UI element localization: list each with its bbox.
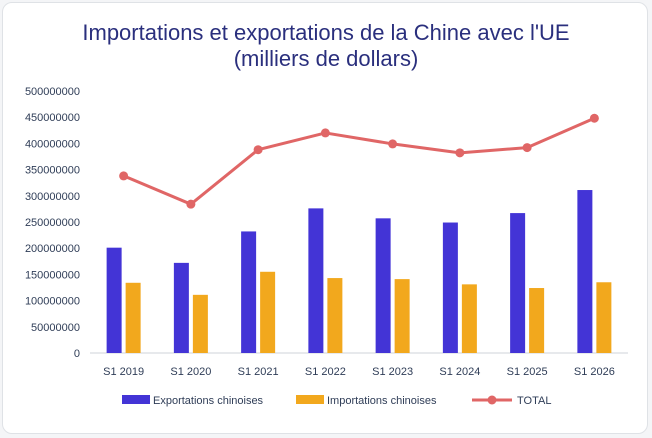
chart-title-line-2: (milliers de dollars) [233,46,419,71]
total-point-8 [589,113,599,123]
bar-exportations-3 [241,231,257,353]
bar-exportations-8 [577,190,593,353]
bar-importations-3 [260,271,276,353]
y-tick-label: 50000000 [31,322,80,334]
bar-exportations-1 [106,247,122,353]
x-tick-label: S1 2020 [170,366,211,378]
y-tick-label: 300000000 [25,191,80,203]
chart-title: Importations et exportations de la Chine… [0,20,652,72]
y-tick-label: 0 [74,348,80,360]
x-tick-label: S1 2019 [103,366,144,378]
total-point-7 [522,143,532,153]
y-tick-label: 100000000 [25,296,80,308]
total-point-3 [253,145,263,155]
bar-importations-1 [125,282,141,353]
chart-title-line-1: Importations et exportations de la Chine… [82,20,570,45]
bar-importations-4 [327,278,343,353]
bar-exportations-4 [308,208,324,353]
chart-card [2,2,648,434]
total-point-1 [119,171,129,181]
total-point-2 [186,199,196,209]
y-tick-label: 500000000 [25,86,80,98]
total-line [123,116,595,206]
x-tick-label: S1 2023 [372,366,413,378]
bar-importations-2 [192,294,208,353]
legend-label: Exportations chinoises [153,395,264,407]
bar-importations-7 [529,288,545,353]
bar-exportations-5 [375,218,391,353]
x-tick-label: S1 2022 [305,366,346,378]
x-tick-label: S1 2026 [574,366,615,378]
legend-marker [487,395,497,405]
x-tick-label: S1 2024 [439,366,480,378]
y-tick-label: 250000000 [25,217,80,229]
legend-label: TOTAL [517,395,551,407]
bar-importations-8 [596,282,612,353]
total-point-4 [320,128,330,138]
y-tick-label: 350000000 [25,165,80,177]
total-point-5 [388,139,398,149]
bar-exportations-6 [442,222,458,353]
bar-exportations-7 [510,213,526,353]
bar-exportations-2 [173,262,189,353]
y-tick-label: 450000000 [25,112,80,124]
legend-swatch [296,395,324,404]
bar-importations-5 [394,279,410,353]
x-tick-label: S1 2021 [238,366,279,378]
y-tick-label: 150000000 [25,269,80,281]
y-tick-label: 400000000 [25,138,80,150]
x-tick-label: S1 2025 [507,366,548,378]
bar-importations-6 [461,284,477,353]
legend-label: Importations chinoises [327,395,437,407]
legend-swatch [122,395,150,404]
total-point-6 [455,148,465,158]
y-tick-label: 200000000 [25,243,80,255]
